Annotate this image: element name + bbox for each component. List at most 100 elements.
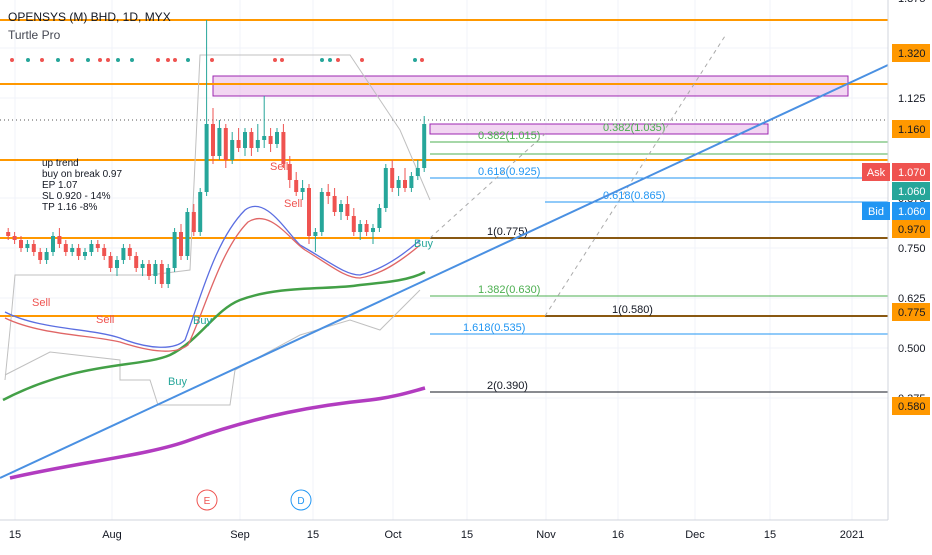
candle-body	[140, 264, 145, 268]
candle-body	[198, 192, 203, 232]
ma-green	[2, 270, 426, 402]
y-tick-label: 0.625	[898, 293, 926, 305]
candle-body	[191, 212, 196, 232]
candle-body	[44, 252, 49, 260]
signal-label: Sell	[270, 161, 288, 173]
signal-dot	[156, 58, 160, 62]
candle-body	[300, 188, 305, 192]
resistance-zone	[429, 123, 769, 135]
price-tag-value: 1.160	[898, 124, 926, 136]
signal-label: Sell	[96, 314, 114, 326]
x-tick-label: 15	[764, 529, 776, 541]
candle-body	[63, 244, 68, 252]
candle-body	[31, 244, 36, 252]
price-tag-bg	[892, 202, 930, 220]
candle-body	[121, 248, 126, 260]
candle-body	[383, 168, 388, 208]
signal-dot	[360, 58, 364, 62]
candle-body	[371, 228, 375, 232]
fib-label: 0.618(0.865)	[603, 190, 665, 202]
candle-body	[345, 204, 350, 216]
candle-body	[268, 136, 273, 144]
channel-lower	[4, 289, 421, 406]
ma-red	[4, 217, 421, 352]
candle-body	[172, 232, 177, 268]
price-tag-value: 1.320	[898, 48, 926, 60]
x-tick-label: Oct	[384, 529, 401, 541]
fib-label: 2(0.390)	[487, 380, 528, 392]
candle-body	[339, 204, 343, 212]
candle-body	[57, 236, 62, 244]
candle-body	[134, 256, 139, 268]
indicator-name: Turtle Pro	[8, 28, 61, 42]
candle-body	[159, 264, 164, 284]
candle-body	[243, 132, 247, 148]
y-tick-label: 1.125	[898, 93, 926, 105]
signal-label: Buy	[193, 315, 212, 327]
candle-body	[166, 268, 171, 284]
signal-label: Buy	[168, 376, 187, 388]
candle-body	[313, 232, 318, 236]
channel-upper	[4, 54, 431, 381]
signal-dot	[328, 58, 332, 62]
candle-body	[415, 168, 420, 176]
event-marker	[196, 489, 218, 511]
event-marker	[290, 489, 312, 511]
signal-dot	[56, 58, 60, 62]
price-tag-value: 0.580	[898, 401, 926, 413]
y-tick-label: 0.750	[898, 243, 926, 255]
candle-body	[307, 188, 311, 236]
candle-body	[95, 244, 100, 248]
signal-dot	[186, 58, 190, 62]
x-tick-label: Sep	[230, 529, 250, 541]
price-tag-bg	[892, 163, 930, 181]
trade-note: up trend	[42, 158, 79, 169]
price-tag-bg	[892, 44, 930, 62]
candle-body	[51, 236, 55, 252]
signal-dot	[273, 58, 277, 62]
x-tick-label: Nov	[536, 529, 556, 541]
signal-label: Buy	[414, 238, 433, 250]
fib-label: 1.382(0.630)	[478, 284, 540, 296]
price-tag-bg	[892, 397, 930, 415]
candle-body	[390, 168, 395, 188]
x-tick-label: 2021	[840, 529, 864, 541]
candle-body	[76, 248, 81, 256]
x-tick-label: Dec	[685, 529, 705, 541]
candle-body	[351, 216, 356, 232]
candle-body	[38, 252, 43, 260]
trade-note: EP 1.07	[42, 180, 78, 191]
candle-body	[236, 140, 241, 148]
candle-body	[89, 244, 94, 252]
candle-body	[147, 264, 151, 276]
candle-body	[332, 196, 337, 212]
candle-body	[153, 264, 158, 276]
fib-label: 1(0.775)	[487, 226, 528, 238]
candle-body	[403, 180, 407, 188]
fib-guide	[429, 133, 546, 239]
price-tag-value: 1.060	[898, 206, 926, 218]
signal-dot	[86, 58, 90, 62]
candle-body	[102, 248, 107, 256]
price-tag-label: Bid	[868, 206, 884, 218]
fib-label: 0.618(0.925)	[478, 166, 540, 178]
candle-body	[281, 132, 286, 164]
x-tick-label: 16	[612, 529, 624, 541]
signal-dot	[413, 58, 417, 62]
x-tick-label: 15	[9, 529, 21, 541]
y-tick-label: 1.375	[898, 0, 926, 5]
signal-label: Sell	[284, 198, 302, 210]
candle-body	[422, 124, 427, 168]
candle-body	[6, 232, 11, 236]
candle-body	[294, 180, 299, 192]
candle-body	[223, 128, 228, 160]
trend-line	[0, 64, 889, 479]
trade-note: TP 1.16 -8%	[42, 202, 98, 213]
price-tag-label: Ask	[867, 167, 886, 179]
candle-body	[409, 176, 414, 188]
price-tag-bg	[892, 220, 930, 238]
candle-body	[204, 124, 209, 192]
candle-body	[83, 252, 87, 256]
